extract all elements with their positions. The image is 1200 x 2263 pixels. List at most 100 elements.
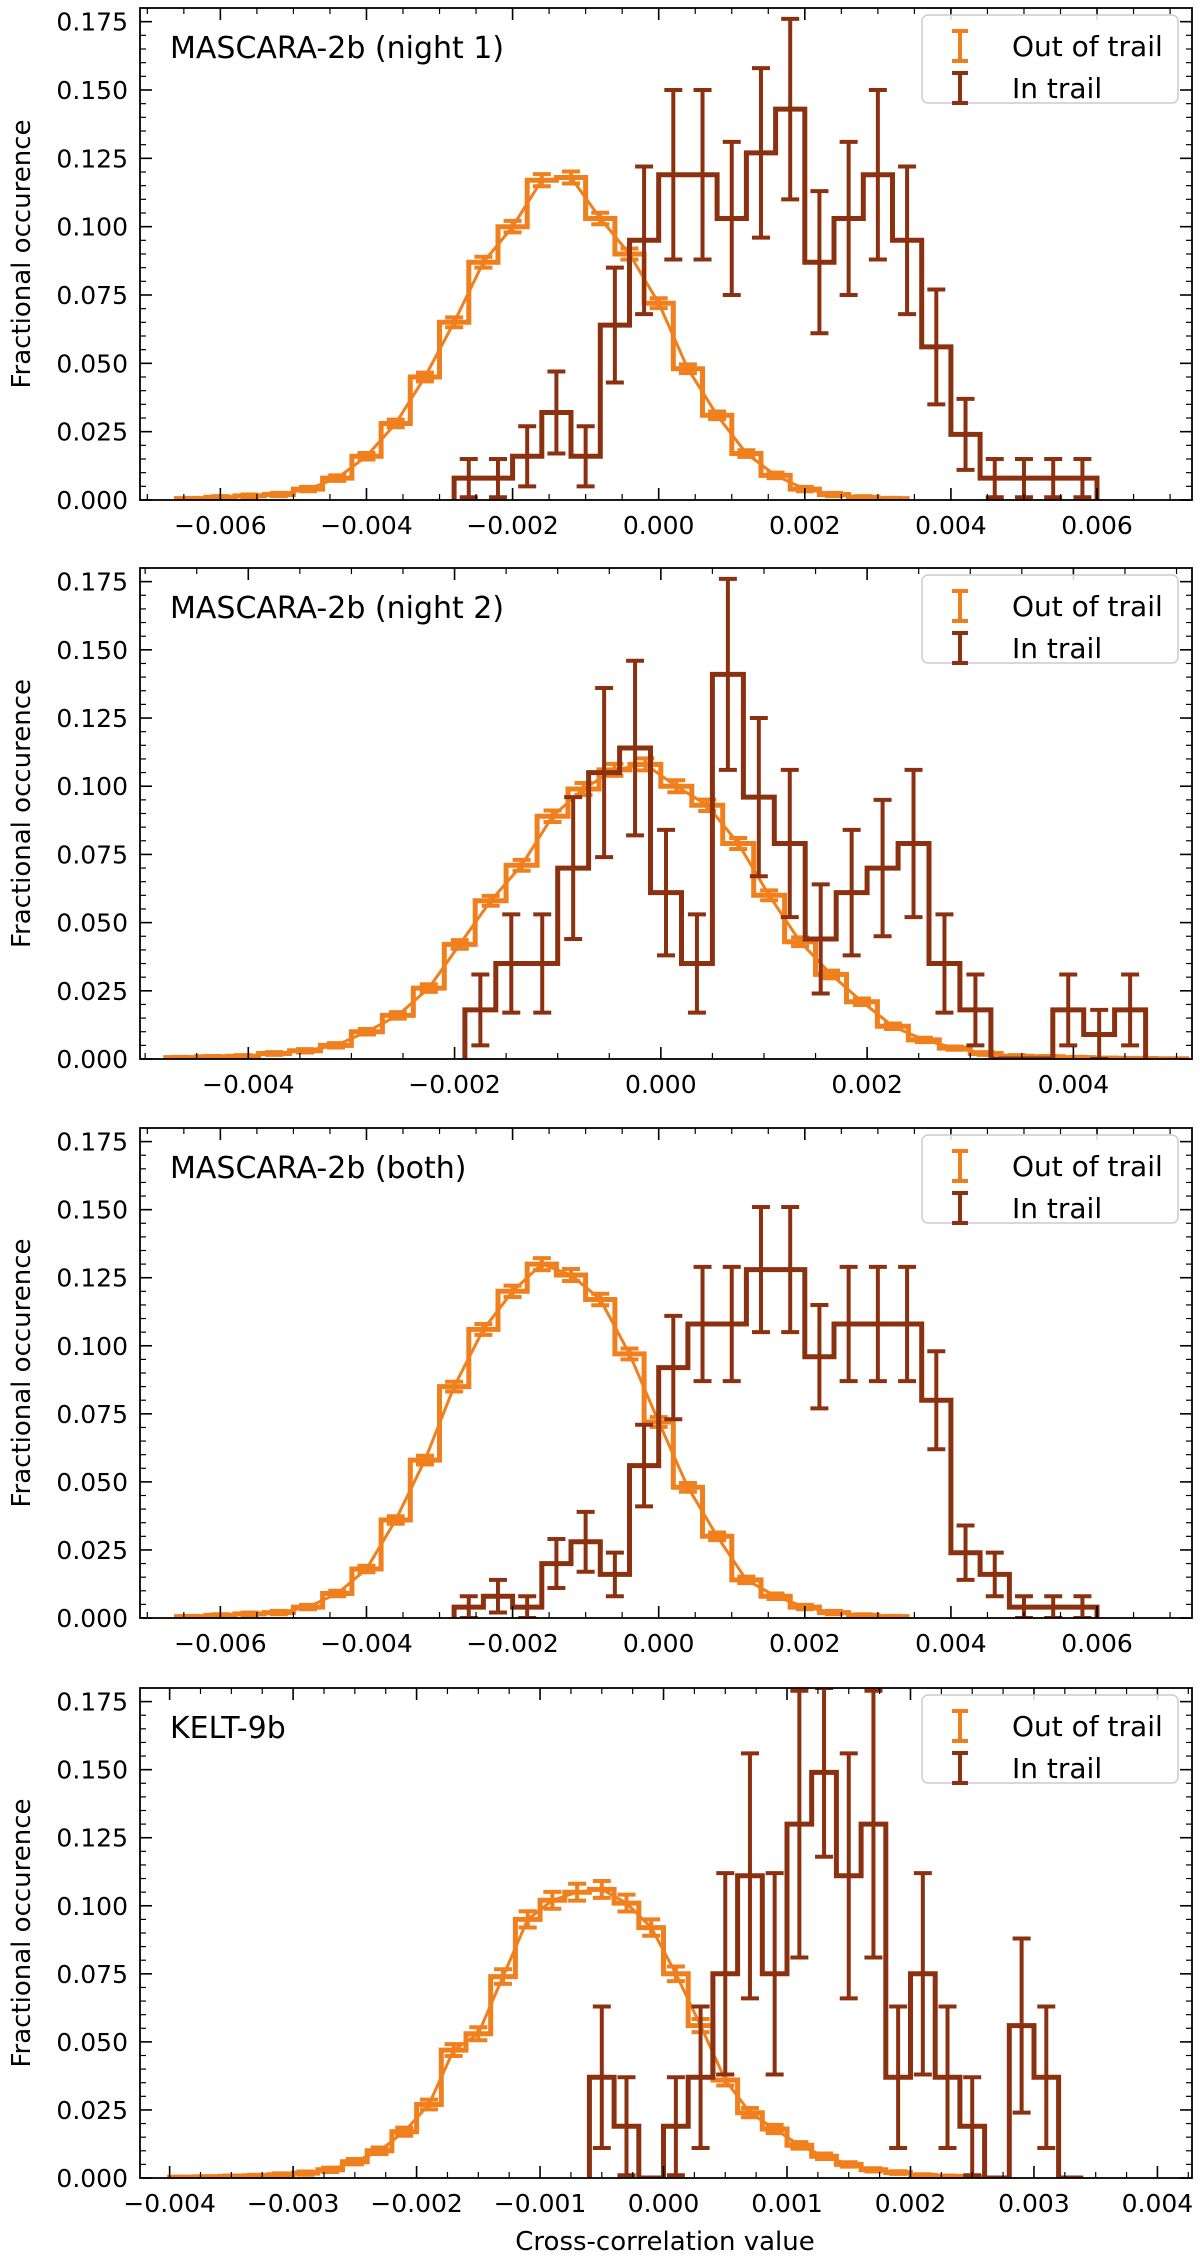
- error-bar: [635, 1422, 654, 1509]
- error-bar: [985, 1550, 1004, 1599]
- error-bar: [751, 1204, 770, 1335]
- error-bar: [810, 1302, 829, 1411]
- error-bar: [666, 2075, 685, 2178]
- legend-box: [921, 1694, 1179, 1784]
- error-bar: [576, 1509, 595, 1574]
- y-tick-label: 0.075: [56, 840, 128, 869]
- y-tick-label: 0.125: [56, 144, 128, 173]
- x-tick-label: 0.004: [1038, 1070, 1110, 1099]
- chart-panel: 0.000 0.025 0.050 0.075 0.100 0.125 0.150 0.175…: [7, 7, 1193, 540]
- legend-label: Out of trail: [1012, 1710, 1163, 1743]
- error-bar: [898, 164, 917, 317]
- error-bar: [471, 972, 490, 1048]
- error-bar: [657, 827, 675, 958]
- x-tick-label: −0.002: [466, 511, 559, 540]
- histogram-step: [586, 1769, 1084, 2178]
- error-bar: [898, 1264, 917, 1384]
- chart-panel: 0.000 0.025 0.050 0.075 0.100 0.125 0.150 0.175…: [7, 567, 1193, 1099]
- error-bar: [1059, 972, 1078, 1048]
- x-tick-label: −0.004: [320, 1629, 413, 1658]
- error-bar: [691, 2004, 710, 2151]
- legend-label: In trail: [1012, 632, 1102, 665]
- error-bar: [985, 457, 1004, 500]
- error-bar: [956, 1523, 975, 1582]
- y-tick-label: 0.025: [56, 2096, 128, 2125]
- y-tick-label: 0.000: [56, 2164, 128, 2193]
- series-in-trail: [451, 1204, 1100, 1618]
- x-tick-label: 0.000: [623, 1629, 695, 1658]
- error-bar: [839, 139, 858, 297]
- y-tick-label: 0.025: [56, 418, 128, 447]
- error-bar: [935, 912, 954, 1015]
- x-tick-label: 0.003: [998, 2189, 1070, 2218]
- error-bar: [868, 1264, 887, 1384]
- error-bar: [564, 795, 583, 941]
- legend-label: In trail: [1012, 72, 1102, 105]
- gaussian-fit-line: [191, 175, 893, 500]
- histogram-step: [462, 671, 1149, 1059]
- x-tick-label: −0.002: [466, 1629, 559, 1658]
- legend-marker-in-trail: [952, 631, 968, 665]
- histogram-step: [167, 1886, 988, 2178]
- error-bar: [956, 396, 975, 472]
- y-tick-label: 0.175: [56, 1688, 128, 1717]
- error-bar: [605, 1550, 624, 1599]
- legend-label: Out of trail: [1012, 30, 1163, 63]
- legend-label: Out of trail: [1012, 1150, 1163, 1183]
- y-axis-label: Fractional occurence: [7, 119, 37, 388]
- error-bar: [966, 972, 985, 1048]
- x-tick-label: −0.006: [174, 1629, 267, 1658]
- error-bar: [1090, 1007, 1109, 1059]
- error-bar: [664, 1313, 683, 1422]
- y-tick-label: 0.050: [56, 1468, 128, 1497]
- error-bar: [533, 912, 552, 1015]
- y-tick-label: 0.125: [56, 704, 128, 733]
- error-bar: [780, 767, 799, 920]
- y-axis-label: Fractional occurence: [7, 1238, 37, 1507]
- x-tick-label: 0.004: [915, 1629, 987, 1658]
- x-tick-label: 0.002: [831, 1070, 903, 1099]
- series-out-of-trail: [167, 1879, 988, 2178]
- error-bar: [913, 1871, 932, 2077]
- error-bar: [842, 827, 861, 958]
- error-bar: [810, 189, 829, 336]
- error-bar: [722, 1264, 741, 1384]
- error-bar: [626, 658, 645, 838]
- plot-area: [163, 576, 1190, 1059]
- gaussian-fit-line: [181, 1887, 973, 2178]
- chart-panel: 0.000 0.025 0.050 0.075 0.100 0.125 0.150 0.175…: [7, 1127, 1193, 1658]
- x-tick-label: −0.002: [370, 2189, 463, 2218]
- error-bar: [839, 1751, 858, 2001]
- series-in-trail: [451, 16, 1100, 500]
- error-bar: [839, 1264, 858, 1384]
- y-tick-label: 0.150: [56, 76, 128, 105]
- legend-box: [921, 1134, 1179, 1224]
- x-tick-label: 0.006: [1061, 511, 1133, 540]
- y-tick-label: 0.150: [56, 1756, 128, 1785]
- error-bar: [765, 1871, 784, 2077]
- legend-box: [921, 574, 1179, 664]
- error-bar: [740, 1751, 759, 2001]
- error-bar: [1073, 1594, 1092, 1618]
- gaussian-fit-line: [181, 762, 1172, 1059]
- y-tick-label: 0.125: [56, 1264, 128, 1293]
- legend: Out of trail In trail: [921, 1134, 1179, 1225]
- panel-title: MASCARA-2b (night 2): [170, 591, 504, 626]
- y-tick-label: 0.100: [56, 772, 128, 801]
- error-bar: [781, 1204, 800, 1335]
- y-tick-label: 0.000: [56, 1604, 128, 1633]
- error-bar: [1073, 457, 1092, 500]
- x-tick-label: −0.003: [247, 2189, 340, 2218]
- legend-label: In trail: [1012, 1192, 1102, 1225]
- error-bar: [889, 2004, 908, 2151]
- legend: Out of trail In trail: [921, 574, 1179, 665]
- y-tick-label: 0.175: [56, 568, 128, 597]
- x-tick-label: −0.002: [408, 1070, 501, 1099]
- error-bar: [693, 1264, 712, 1384]
- legend-marker-out-of-trail: [952, 1149, 968, 1183]
- error-bar: [815, 1688, 834, 1859]
- error-bar: [687, 912, 706, 1015]
- error-bar: [547, 1537, 566, 1591]
- y-tick-label: 0.075: [56, 1960, 128, 1989]
